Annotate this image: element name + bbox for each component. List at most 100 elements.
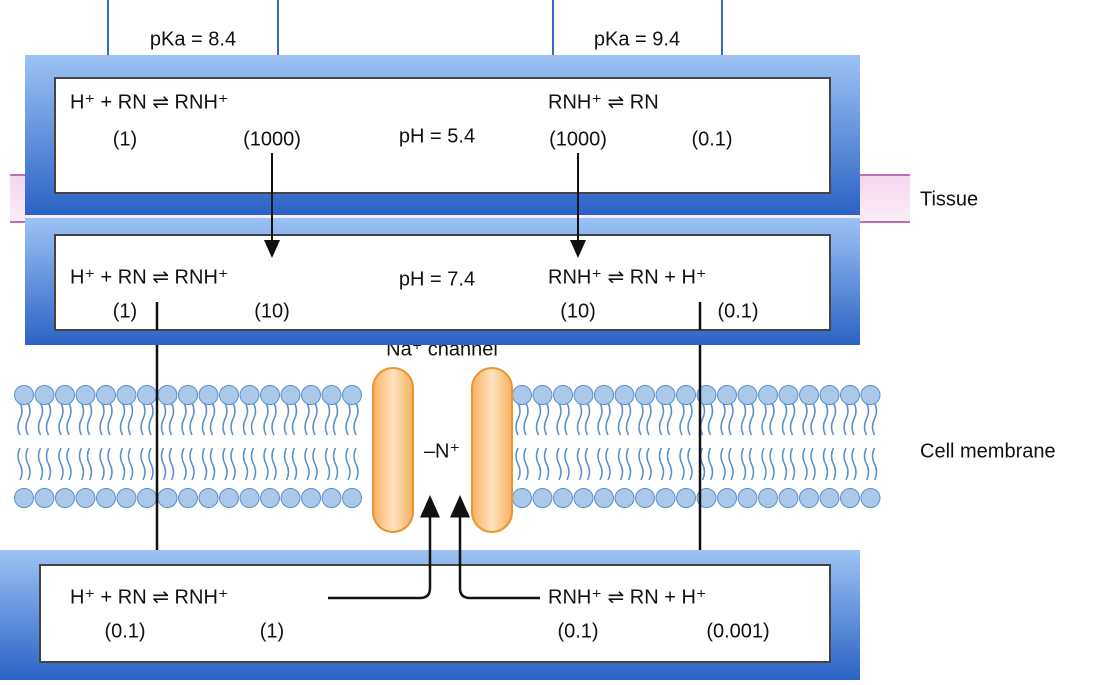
lipid-tail bbox=[597, 447, 603, 481]
lipid-tail bbox=[148, 402, 154, 436]
lipid-head bbox=[840, 488, 860, 508]
lipid-head bbox=[219, 488, 239, 508]
lipid-tail bbox=[242, 402, 249, 436]
lipid-tail bbox=[345, 447, 351, 481]
lipid-tail bbox=[222, 447, 228, 481]
lipid-tail bbox=[78, 402, 85, 436]
lipid-head bbox=[55, 488, 75, 508]
lipid-tail bbox=[58, 402, 64, 436]
lipid-tail bbox=[789, 447, 796, 481]
lipid-head bbox=[717, 488, 737, 508]
equation: RNH⁺ ⇌ RN + H⁺ bbox=[548, 586, 706, 608]
lipid-tail bbox=[740, 447, 747, 481]
lipid-head bbox=[178, 488, 198, 508]
lipid-tail bbox=[181, 447, 187, 481]
pka-box bbox=[107, 0, 279, 57]
lipid-tail bbox=[168, 402, 175, 436]
lipid-tail bbox=[263, 447, 269, 481]
equation: RNH⁺ ⇌ RN bbox=[548, 91, 659, 113]
lipid-tail bbox=[556, 447, 562, 481]
lipid-tail bbox=[761, 402, 767, 436]
lipid-tail bbox=[769, 447, 775, 481]
lipid-tail bbox=[160, 447, 167, 481]
lipid-head bbox=[594, 385, 614, 405]
lipid-tail bbox=[707, 447, 714, 481]
arrow bbox=[328, 495, 440, 600]
lipid-tail bbox=[45, 402, 52, 436]
lipid-tail bbox=[843, 402, 849, 436]
lipid-head bbox=[860, 488, 881, 508]
lipid-tail bbox=[119, 402, 126, 436]
lipid-head bbox=[116, 385, 137, 405]
lipid-tail bbox=[781, 447, 788, 481]
equation: H⁺ + RN ⇌ RNH⁺ bbox=[70, 586, 228, 608]
lipid-tail bbox=[810, 447, 816, 481]
lipid-tail bbox=[638, 402, 644, 436]
lipid-tail bbox=[761, 447, 767, 481]
lipid-head bbox=[342, 488, 362, 508]
lipid-tail bbox=[748, 402, 755, 436]
lipid-tail bbox=[556, 402, 562, 436]
lipid-tail bbox=[740, 402, 747, 436]
lipid-tail bbox=[263, 402, 269, 436]
lipid-tail bbox=[687, 447, 693, 481]
lipid-tail bbox=[564, 402, 570, 436]
lipid-tail bbox=[127, 447, 134, 481]
lipid-tail bbox=[666, 402, 673, 436]
lipid-head bbox=[676, 488, 696, 508]
lipid-tail bbox=[666, 447, 673, 481]
lipid-head bbox=[96, 488, 116, 508]
lipid-tail bbox=[222, 402, 228, 436]
channel-wall bbox=[471, 367, 513, 533]
lipid-tail bbox=[646, 447, 652, 481]
lipid-tail bbox=[168, 447, 175, 481]
lipid-tail bbox=[291, 402, 298, 436]
lipid-head bbox=[819, 488, 840, 508]
lipid-tail bbox=[728, 447, 734, 481]
lipid-tail bbox=[679, 402, 685, 436]
lipid-tail bbox=[617, 447, 624, 481]
lipid-tail bbox=[646, 402, 652, 436]
lipid-head bbox=[860, 385, 881, 405]
lipid-tail bbox=[78, 447, 85, 481]
lipid-head bbox=[301, 488, 321, 508]
lipid-head bbox=[198, 488, 219, 508]
lipid-tail bbox=[605, 402, 611, 436]
lipid-tail bbox=[822, 447, 829, 481]
lipid-tail bbox=[830, 402, 837, 436]
lipid-tail bbox=[209, 402, 216, 436]
lipid-tail bbox=[127, 402, 134, 436]
lipid-tail bbox=[250, 447, 257, 481]
lipid-tail bbox=[679, 447, 685, 481]
lipid-head bbox=[614, 488, 635, 508]
lipid-head bbox=[321, 488, 342, 508]
lipid-head bbox=[280, 385, 301, 405]
lipid-head bbox=[14, 385, 34, 405]
lipid-tail bbox=[25, 447, 31, 481]
lipid-head bbox=[512, 488, 532, 508]
lipid-head bbox=[573, 488, 594, 508]
lipid-head bbox=[778, 488, 799, 508]
lipid-tail bbox=[584, 402, 591, 436]
lipid-tail bbox=[871, 402, 878, 436]
concentration: (0.1) bbox=[557, 620, 598, 642]
lipid-tail bbox=[822, 402, 829, 436]
lipid-head bbox=[260, 385, 280, 405]
concentration: (1) bbox=[113, 300, 137, 322]
lipid-head bbox=[532, 488, 553, 508]
lipid-head bbox=[260, 488, 280, 508]
lipid-tail bbox=[535, 402, 542, 436]
lipid-head bbox=[96, 385, 116, 405]
lipid-tail bbox=[37, 447, 44, 481]
lipid-tail bbox=[851, 447, 857, 481]
lipid-head bbox=[799, 385, 819, 405]
equation: RNH⁺ ⇌ RN + H⁺ bbox=[548, 266, 706, 288]
pka-box bbox=[552, 0, 723, 57]
lipid-tail bbox=[843, 447, 849, 481]
lipid-tail bbox=[201, 402, 208, 436]
lipid-tail bbox=[535, 447, 542, 481]
lipid-head bbox=[137, 385, 157, 405]
lipid-head bbox=[137, 488, 157, 508]
lipid-head bbox=[219, 385, 239, 405]
